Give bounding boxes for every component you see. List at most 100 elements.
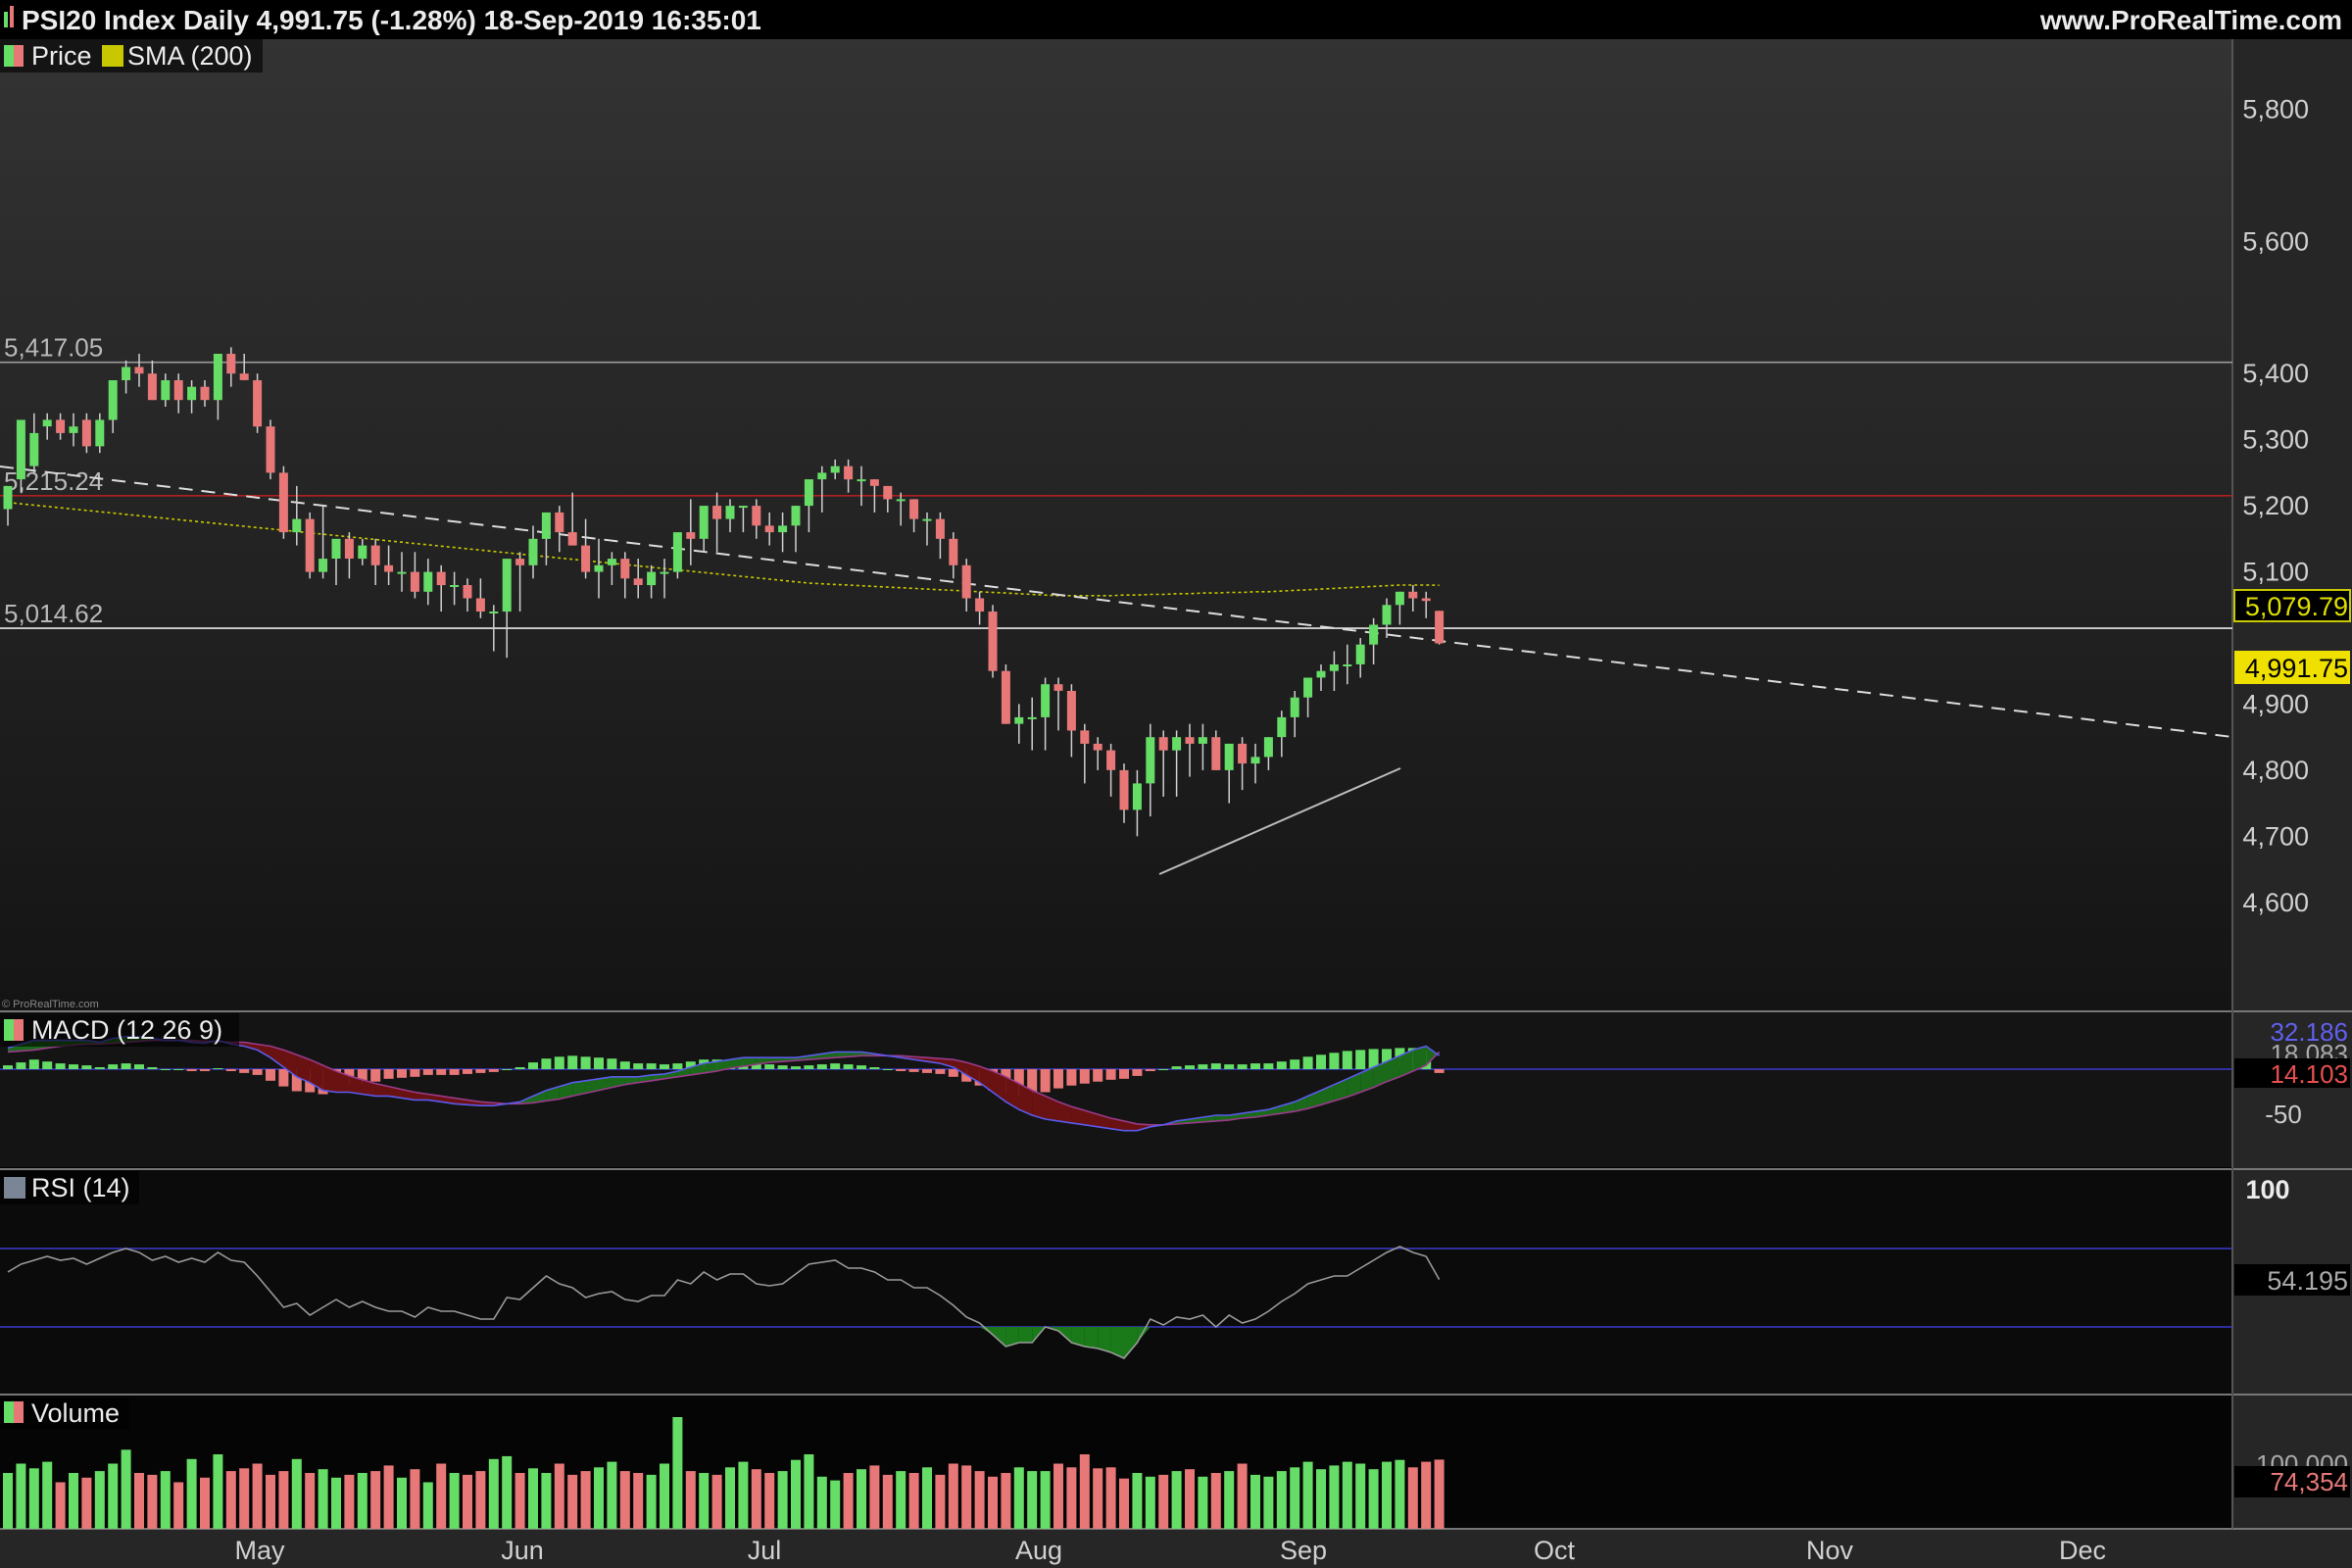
macd-histogram-bar xyxy=(567,1055,578,1069)
macd-histogram-bar xyxy=(896,1069,906,1071)
macd-histogram-bar xyxy=(436,1069,447,1075)
candle-body xyxy=(844,466,854,480)
xaxis-month-label: May xyxy=(234,1536,285,1565)
candle-body xyxy=(1027,716,1037,719)
volume-bar xyxy=(213,1454,223,1529)
macd-histogram-bar xyxy=(121,1063,131,1069)
volume-bar xyxy=(410,1469,420,1529)
macd-histogram-bar xyxy=(200,1069,210,1071)
candle-body xyxy=(541,512,551,539)
candle-body xyxy=(791,506,801,526)
macd-cloud-segment xyxy=(1387,1055,1400,1082)
macd-cloud-segment xyxy=(257,1044,270,1058)
volume-bar xyxy=(685,1471,696,1529)
volume-bar xyxy=(475,1471,486,1529)
sma-200-line xyxy=(7,501,1440,597)
candle-body xyxy=(1119,769,1129,810)
macd-cloud-segment xyxy=(1373,1061,1387,1088)
macd-histogram-bar xyxy=(1027,1069,1038,1095)
candle-body xyxy=(1329,664,1339,671)
volume-plot xyxy=(3,1417,1445,1530)
volume-bar xyxy=(1119,1478,1129,1529)
candle-body xyxy=(1303,677,1313,698)
candle-body xyxy=(935,518,945,539)
volume-bar xyxy=(173,1482,184,1529)
volume-bar xyxy=(422,1482,433,1529)
volume-bar xyxy=(594,1467,604,1529)
volume-bar xyxy=(449,1473,460,1529)
volume-bar xyxy=(804,1454,814,1529)
candle-body xyxy=(266,426,275,473)
header-website[interactable]: www.ProRealTime.com xyxy=(2039,5,2342,35)
candle-body xyxy=(3,485,13,510)
volume-bar xyxy=(344,1474,355,1529)
macd-histogram-bar xyxy=(94,1067,105,1069)
macd-histogram-bar xyxy=(1171,1066,1182,1069)
candle-body xyxy=(1093,743,1102,751)
volume-legend-label: Volume xyxy=(31,1398,120,1428)
macd-histogram-bar xyxy=(173,1069,184,1070)
sma-value-badge: 5,079.79 xyxy=(2233,589,2351,622)
volume-bar xyxy=(436,1463,447,1529)
macd-cloud-segment xyxy=(1295,1096,1308,1112)
candle-body xyxy=(647,571,657,586)
macd-histogram-bar xyxy=(1093,1069,1103,1082)
volume-bar xyxy=(1250,1474,1260,1529)
volume-bar xyxy=(764,1473,775,1529)
macd-histogram-bar xyxy=(1105,1069,1116,1080)
candle-body xyxy=(857,479,866,482)
macd-histogram-bar xyxy=(69,1064,78,1069)
price-tick-label: 5,200 xyxy=(2242,491,2309,520)
volume-bar xyxy=(777,1471,788,1529)
macd-histogram-bar xyxy=(633,1063,644,1069)
macd-histogram-bar xyxy=(935,1069,946,1074)
rsi-value-label: 54.195 xyxy=(2267,1266,2348,1296)
candle-body xyxy=(1408,591,1418,599)
xaxis: May Jun Jul Aug Sep Oct Nov Dec xyxy=(234,1536,2106,1565)
candle-body xyxy=(1395,591,1404,606)
volume-bar xyxy=(1316,1469,1326,1529)
volume-bar xyxy=(567,1474,578,1529)
volume-bar xyxy=(961,1465,972,1529)
candle-body xyxy=(1080,730,1090,744)
candle-body xyxy=(633,578,643,585)
macd-histogram-bar xyxy=(882,1069,893,1070)
volume-bar xyxy=(607,1461,617,1529)
macd-histogram-bar xyxy=(3,1065,13,1069)
macd-cloud-segment xyxy=(940,1058,954,1067)
macd-histogram-bar xyxy=(449,1069,460,1075)
candle-body xyxy=(1066,691,1076,731)
volume-bar xyxy=(725,1467,735,1529)
volume-bar xyxy=(1342,1461,1352,1529)
macd-histogram-bar xyxy=(816,1064,827,1069)
rsi-legend-label: RSI (14) xyxy=(31,1173,130,1202)
volume-bar xyxy=(1368,1469,1379,1529)
volume-bar xyxy=(186,1458,197,1530)
candle-body xyxy=(1238,743,1248,764)
candle-body xyxy=(1106,750,1116,770)
price-yaxis: 5,800 5,600 5,400 5,300 5,200 5,100 4,900 4,800… xyxy=(2242,95,2309,917)
volume-bar xyxy=(751,1469,761,1529)
macd-histogram-bar xyxy=(1250,1063,1260,1069)
macd-histogram-bar xyxy=(370,1069,381,1082)
price-tick-label: 5,400 xyxy=(2242,359,2309,388)
macd-histogram-bar xyxy=(1276,1061,1287,1069)
header-logo-icon xyxy=(4,6,14,27)
volume-bar xyxy=(1105,1467,1116,1529)
macd-cloud-segment xyxy=(572,1080,586,1097)
candle-body xyxy=(699,506,709,539)
volume-bar xyxy=(383,1465,394,1529)
candle-body xyxy=(463,585,472,599)
macd-cloud-segment xyxy=(349,1075,363,1095)
candle-body xyxy=(528,538,538,565)
candle-body xyxy=(975,598,985,612)
candle-body xyxy=(1001,670,1010,724)
volume-bar xyxy=(502,1455,513,1529)
macd-cloud-segment xyxy=(1412,1046,1427,1071)
volume-bar xyxy=(1040,1471,1051,1529)
candle-body xyxy=(1343,664,1352,666)
volume-bar xyxy=(1276,1471,1287,1529)
macd-histogram-bar xyxy=(1079,1069,1090,1084)
macd-cloud-segment xyxy=(283,1050,297,1077)
